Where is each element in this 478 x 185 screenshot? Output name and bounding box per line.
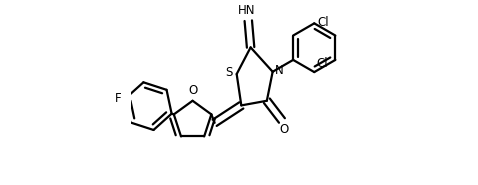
Text: O: O (279, 123, 288, 136)
Text: F: F (114, 92, 121, 105)
Text: Cl: Cl (316, 57, 328, 70)
Text: S: S (225, 66, 232, 79)
Text: O: O (188, 84, 197, 97)
Text: Cl: Cl (318, 16, 329, 29)
Text: N: N (274, 64, 283, 77)
Text: HN: HN (239, 4, 256, 16)
